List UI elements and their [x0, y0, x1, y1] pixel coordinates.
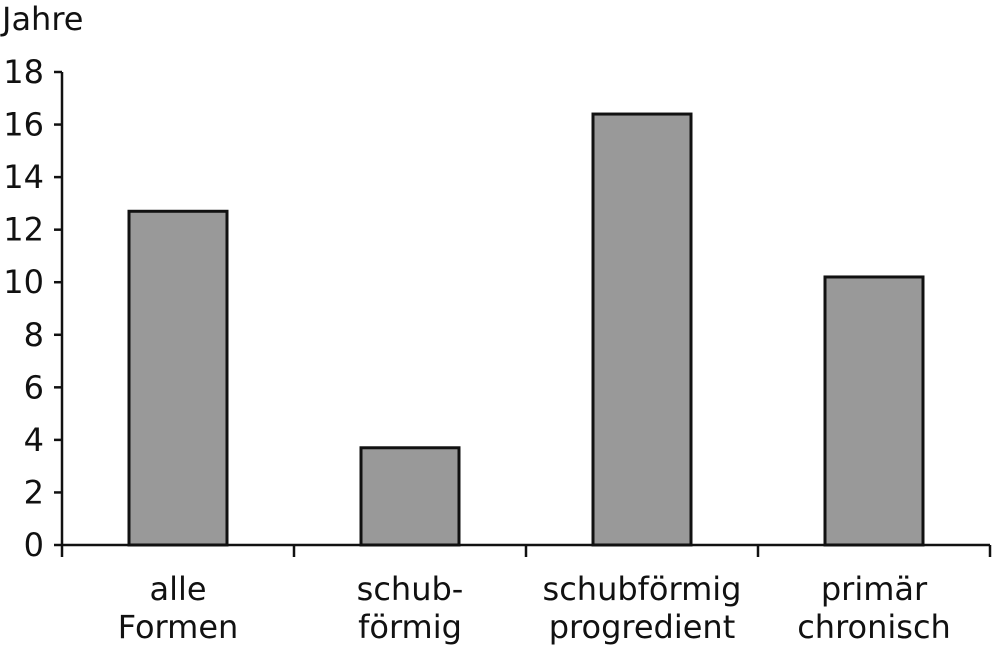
y-tick-label: 2	[24, 473, 44, 511]
bars-group	[127, 112, 925, 547]
y-tick-label: 4	[24, 421, 44, 459]
x-category-label: alle	[149, 570, 206, 608]
y-tick-label: 18	[3, 53, 44, 91]
y-axis-label: Jahre	[0, 0, 83, 38]
y-tick-label: 8	[24, 316, 44, 354]
x-category-label: schubförmig	[543, 570, 742, 608]
bar	[823, 275, 925, 547]
bar	[359, 446, 461, 547]
bar	[591, 112, 693, 547]
x-category-label: förmig	[358, 608, 462, 646]
y-tick-label: 0	[24, 526, 44, 564]
y-tick-label: 6	[24, 368, 44, 406]
y-axis: 0 2 4 6 8 10 12 14 16 18	[3, 53, 64, 564]
x-category-label: primär	[821, 570, 928, 608]
x-category-label: schub-	[357, 570, 464, 608]
y-tick-label: 16	[3, 106, 44, 144]
y-tick-label: 12	[3, 211, 44, 249]
x-category-label: progredient	[549, 608, 736, 646]
y-tick-label: 14	[3, 158, 44, 196]
bar	[127, 209, 229, 547]
x-category-label: chronisch	[797, 608, 951, 646]
y-tick-label: 10	[3, 263, 44, 301]
x-category-label: Formen	[118, 608, 239, 646]
